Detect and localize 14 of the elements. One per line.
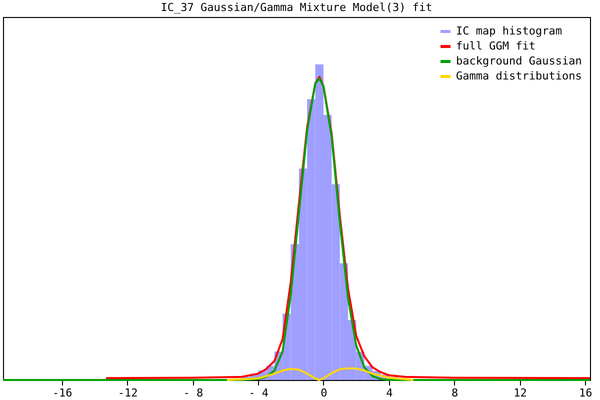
x-tick-label: 12 (514, 386, 527, 400)
x-tick-label: 8 (451, 386, 458, 400)
legend-label: IC map histogram (456, 24, 562, 38)
legend-label: full GGM fit (456, 40, 536, 52)
x-tick-label: -16 (52, 386, 72, 400)
x-tick-label: - 4 (248, 386, 269, 400)
legend-label: background Gaussian (456, 54, 582, 68)
x-tick-label: -12 (118, 386, 138, 400)
x-tick-label: - 8 (183, 386, 204, 400)
legend-label: Gamma distributions (456, 70, 582, 82)
x-tick-label: 4 (386, 386, 394, 400)
x-tick-label: 0 (320, 386, 328, 400)
chart-title: IC_37 Gaussian/Gamma Mixture Model(3) fit (160, 1, 432, 14)
x-tick-label: 16 (578, 386, 592, 400)
